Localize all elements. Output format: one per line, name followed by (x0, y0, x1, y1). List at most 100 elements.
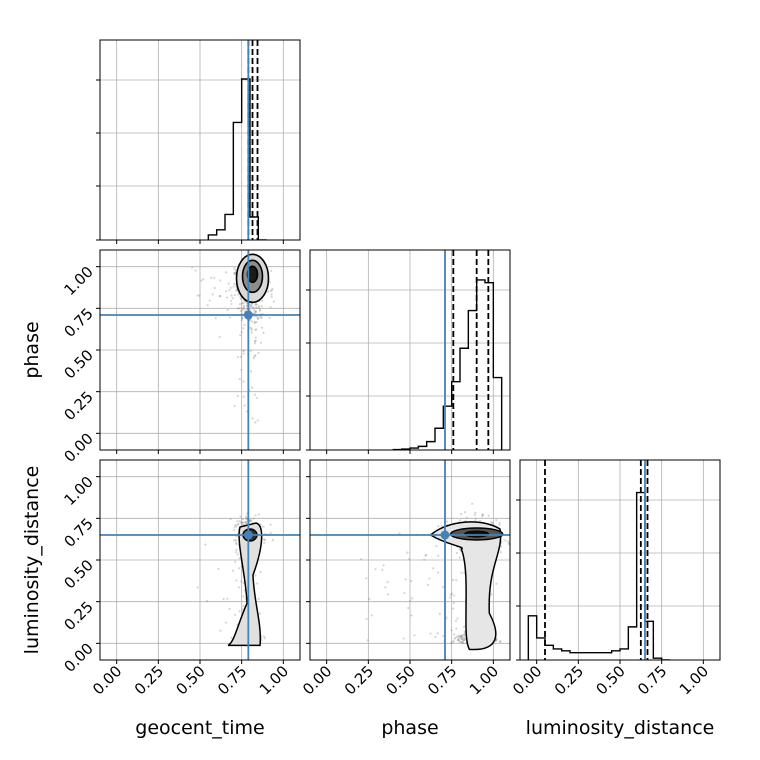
scatter-point (406, 551, 409, 554)
scatter-point (459, 635, 463, 638)
scatter-point (254, 336, 257, 339)
scatter-point (233, 271, 236, 275)
scatter-point (459, 640, 462, 644)
scatter-point (269, 289, 272, 292)
scatter-point (368, 598, 371, 601)
scatter-point (239, 355, 242, 358)
density-contours (235, 253, 270, 304)
truth-marker (243, 530, 253, 540)
histogram-luminosity_distance (527, 491, 670, 660)
scatter-point (233, 282, 236, 285)
scatter-point (219, 295, 222, 298)
scatter-point (448, 596, 452, 599)
x-tick-label: 1.00 (466, 662, 502, 698)
scatter-point (452, 640, 455, 643)
scatter-point (236, 356, 239, 359)
scatter-point (269, 532, 272, 535)
scatter-point (461, 640, 464, 643)
scatter-point (269, 523, 272, 526)
scatter-point (272, 300, 275, 303)
scatter-point (228, 288, 231, 292)
scatter-point (253, 393, 256, 396)
scatter-point (458, 556, 461, 559)
scatter-point (251, 302, 254, 305)
scatter-point (241, 608, 244, 611)
scatter-point (457, 638, 460, 641)
scatter-point (254, 303, 257, 306)
scatter-point (411, 597, 414, 600)
y-tick-label: 0.75 (60, 514, 96, 550)
scatter-point (461, 641, 464, 644)
scatter-point (459, 636, 462, 639)
scatter-point (490, 520, 493, 524)
scatter-point (254, 514, 257, 517)
y-tick-label: 0.00 (60, 639, 96, 675)
scatter-point (233, 539, 236, 542)
scatter-point (456, 617, 459, 620)
panel-geocent_time (96, 39, 301, 244)
contour-inner (464, 530, 490, 538)
scatter-point (398, 532, 401, 535)
scatter-point (252, 356, 255, 360)
scatter-point (260, 305, 263, 308)
scatter-point (236, 520, 239, 523)
scatter-point (233, 271, 237, 275)
scatter-point (255, 396, 258, 400)
scatter-point (456, 635, 459, 638)
scatter-point (263, 541, 266, 545)
scatter-point (240, 330, 243, 334)
scatter-point (445, 520, 449, 523)
scatter-point (404, 578, 407, 581)
scatter-point (474, 517, 477, 520)
scatter-point (248, 519, 252, 522)
scatter-point (239, 297, 242, 300)
scatter-points (360, 502, 510, 645)
scatter-point (481, 513, 485, 516)
scatter-point (436, 632, 439, 635)
scatter-point (218, 335, 221, 339)
scatter-point (242, 304, 246, 307)
scatter-point (233, 293, 236, 297)
scatter-point (244, 521, 247, 524)
scatter-point (254, 310, 257, 314)
y-tick-label: 0.25 (60, 388, 96, 424)
y-tick-label: 0.25 (60, 598, 96, 634)
scatter-point (240, 521, 243, 524)
scatter-point (499, 640, 502, 643)
panel-phase (306, 249, 511, 454)
scatter-point (381, 568, 384, 572)
scatter-point (460, 637, 463, 641)
scatter-point (256, 419, 259, 422)
scatter-point (382, 564, 385, 567)
scatter-point (258, 612, 261, 615)
labels-layer: geocent_time phase luminosity_distance p… (21, 321, 714, 739)
scatter-point (270, 293, 273, 296)
scatter-point (228, 607, 231, 611)
scatter-point (410, 614, 413, 617)
scatter-point (504, 539, 507, 542)
scatter-point (240, 317, 244, 320)
scatter-point (238, 303, 242, 306)
scatter-point (233, 404, 236, 408)
scatter-point (255, 320, 258, 324)
scatter-point (251, 417, 254, 420)
scatter-point (445, 616, 448, 619)
scatter-point (234, 560, 237, 563)
scatter-point (226, 597, 229, 600)
scatter-point (225, 271, 228, 274)
scatter-point (238, 520, 241, 523)
scatter-point (449, 593, 453, 596)
x-tick-label: 0.50 (172, 662, 208, 698)
scatter-point (450, 592, 453, 595)
x-axis-label-geocent-time: geocent_time (135, 717, 264, 739)
scatter-point (240, 318, 243, 322)
scatter-point (252, 517, 255, 520)
scatter-point (434, 635, 437, 639)
scatter-point (245, 517, 248, 520)
scatter-point (256, 317, 260, 320)
scatter-point (460, 634, 463, 637)
scatter-point (241, 518, 244, 521)
scatter-point (254, 574, 257, 577)
scatter-point (262, 331, 265, 334)
scatter-point (229, 518, 232, 521)
